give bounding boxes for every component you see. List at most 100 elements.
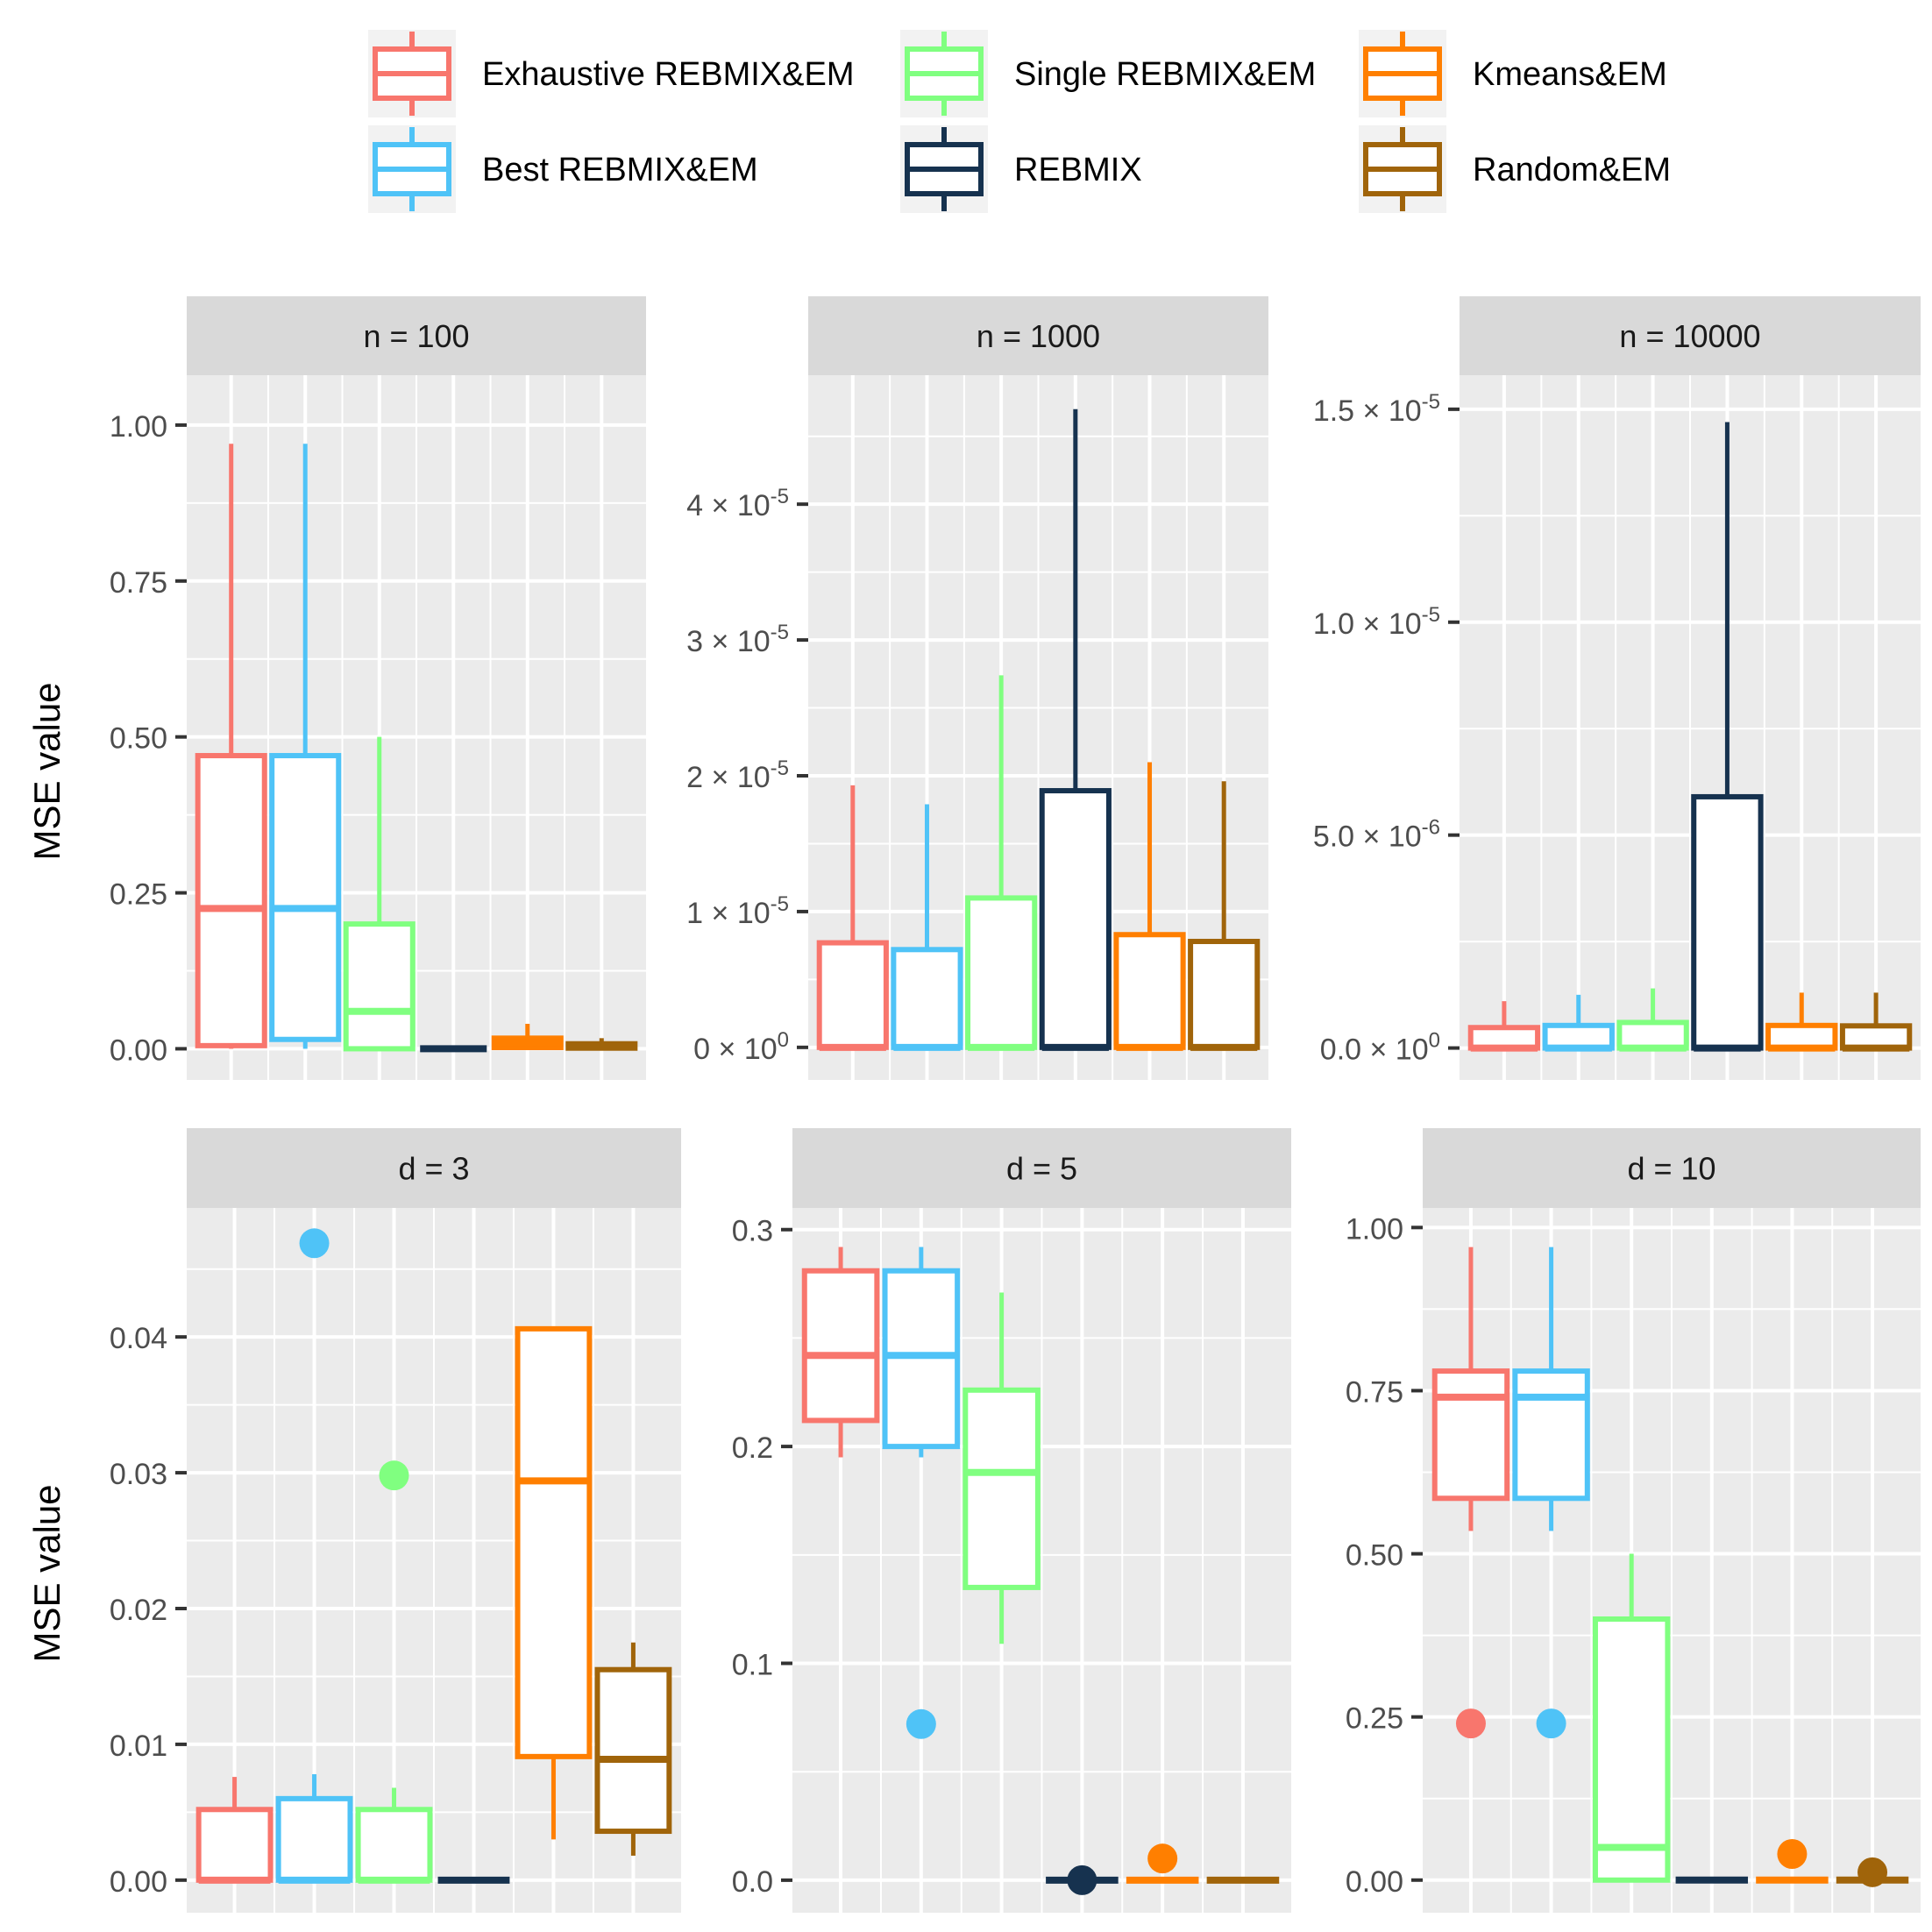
boxplot <box>275 1228 353 1884</box>
box <box>1765 1022 1838 1051</box>
outlier-point <box>1536 1708 1566 1739</box>
y-tick-label: 0 × 100 <box>693 1028 789 1066</box>
boxplot <box>1756 1839 1829 1884</box>
panel: n = 100 0.00 0.25 0.50 0.75 1.00 <box>110 296 646 1080</box>
y-tick-label: 0.02 <box>110 1594 167 1627</box>
boxplot <box>801 1247 880 1458</box>
y-tick-label: 0.00 <box>1346 1865 1403 1899</box>
strip-background <box>1423 1128 1921 1208</box>
legend-entry: Random&EM <box>1359 125 1671 213</box>
boxplot <box>355 1460 433 1884</box>
box <box>801 1268 880 1424</box>
strip-label: d = 5 <box>1006 1151 1077 1187</box>
strip-background <box>808 296 1268 375</box>
outlier-point <box>1455 1708 1486 1739</box>
boxplot <box>1467 1001 1541 1052</box>
legend-entry: REBMIX <box>900 125 1142 213</box>
boxplot <box>1039 408 1112 1051</box>
y-tick-label: 5.0 × 10-6 <box>1313 816 1440 854</box>
box <box>343 921 416 1052</box>
boxplot <box>594 1642 672 1856</box>
boxplot <box>1616 988 1689 1052</box>
outlier-point <box>299 1228 330 1259</box>
box <box>1542 1022 1615 1051</box>
box <box>594 1666 672 1835</box>
y-tick-label: 0.00 <box>110 1033 167 1067</box>
y-tick-label: 0.04 <box>110 1322 167 1355</box>
y-tick-label: 0.25 <box>110 878 167 912</box>
y-tick-label: 0.0 × 100 <box>1320 1029 1440 1067</box>
box <box>269 753 342 1042</box>
legend-entry: Single REBMIX&EM <box>900 30 1316 117</box>
strip-label: d = 3 <box>398 1151 469 1187</box>
y-axis-label-bottom: MSE value <box>26 1484 67 1662</box>
outlier-point <box>1777 1839 1808 1869</box>
box <box>355 1807 433 1883</box>
boxplot <box>1126 1843 1199 1884</box>
boxplot <box>1592 1553 1671 1883</box>
y-tick-exponent: -5 <box>1422 603 1440 627</box>
y-axis-label-top: MSE value <box>26 682 67 860</box>
y-tick-exponent: -5 <box>771 621 789 644</box>
y-tick-label: 0.75 <box>110 566 167 600</box>
box <box>965 895 1038 1050</box>
y-tick-label: 0.0 <box>732 1865 773 1899</box>
y-tick-exponent: -5 <box>771 892 789 916</box>
box <box>275 1795 353 1883</box>
legend-entry: Best REBMIX&EM <box>368 125 758 213</box>
boxplot <box>1542 994 1615 1052</box>
boxplot <box>965 675 1038 1051</box>
y-tick-label: 0.75 <box>1346 1375 1403 1409</box>
panel: d = 5 0.0 0.1 0.2 0.3 <box>732 1128 1291 1913</box>
boxplot <box>515 1325 593 1840</box>
boxplot <box>1431 1247 1510 1739</box>
y-tick-label: 4 × 10-5 <box>686 485 789 522</box>
box <box>1616 1019 1689 1051</box>
y-tick-label: 1.00 <box>1346 1212 1403 1246</box>
box <box>891 947 963 1050</box>
legend-label: Best REBMIX&EM <box>482 152 758 188</box>
box <box>1039 788 1112 1050</box>
boxplot <box>1188 781 1261 1051</box>
outlier-point <box>1067 1865 1097 1895</box>
box <box>195 753 267 1048</box>
panel: d = 3 0.00 0.01 0.02 0.03 0.04 <box>110 1128 681 1913</box>
strip-label: d = 10 <box>1627 1151 1715 1187</box>
boxplot <box>1512 1247 1590 1739</box>
panel: d = 10 0.00 0.25 0.50 0.75 1.00 <box>1346 1128 1921 1913</box>
strip-background <box>187 1128 681 1208</box>
outlier-point <box>1857 1857 1888 1887</box>
strip-background <box>187 296 646 375</box>
y-tick-label: 0.25 <box>1346 1702 1403 1736</box>
strip-background <box>1460 296 1921 375</box>
boxplot <box>1765 992 1838 1052</box>
strip-label: n = 100 <box>363 318 469 354</box>
legend-entry: Exhaustive REBMIX&EM <box>368 30 854 117</box>
outlier-point <box>906 1708 936 1739</box>
y-tick-exponent: -5 <box>771 756 789 780</box>
y-tick-label: 2 × 10-5 <box>686 756 789 794</box>
box <box>1188 938 1261 1050</box>
y-tick-label: 0.01 <box>110 1730 167 1763</box>
outlier-point <box>1147 1843 1178 1874</box>
y-tick-label: 0.50 <box>110 722 167 756</box>
y-tick-exponent: 0 <box>778 1028 789 1052</box>
boxplot <box>891 804 963 1051</box>
box <box>962 1387 1041 1590</box>
legend: Exhaustive REBMIX&EM Best REBMIX&EM Single… <box>368 30 1671 213</box>
boxplot <box>816 785 889 1051</box>
box <box>515 1325 593 1759</box>
boxplot <box>195 1777 273 1884</box>
legend-label: Random&EM <box>1473 152 1671 188</box>
box <box>816 940 889 1050</box>
panel: n = 1000 0 × 100 1 × 10-5 2 × 10-5 3 × 10-5 4… <box>686 296 1268 1080</box>
legend-label: Kmeans&EM <box>1473 56 1667 93</box>
y-tick-label: 0.50 <box>1346 1539 1403 1573</box>
boxplot <box>343 736 416 1052</box>
boxplot <box>565 1038 638 1051</box>
y-tick-exponent: -6 <box>1422 816 1440 840</box>
y-tick-label: 0.00 <box>110 1865 167 1899</box>
legend-label: REBMIX <box>1014 152 1142 188</box>
y-tick-label: 0.1 <box>732 1649 773 1682</box>
